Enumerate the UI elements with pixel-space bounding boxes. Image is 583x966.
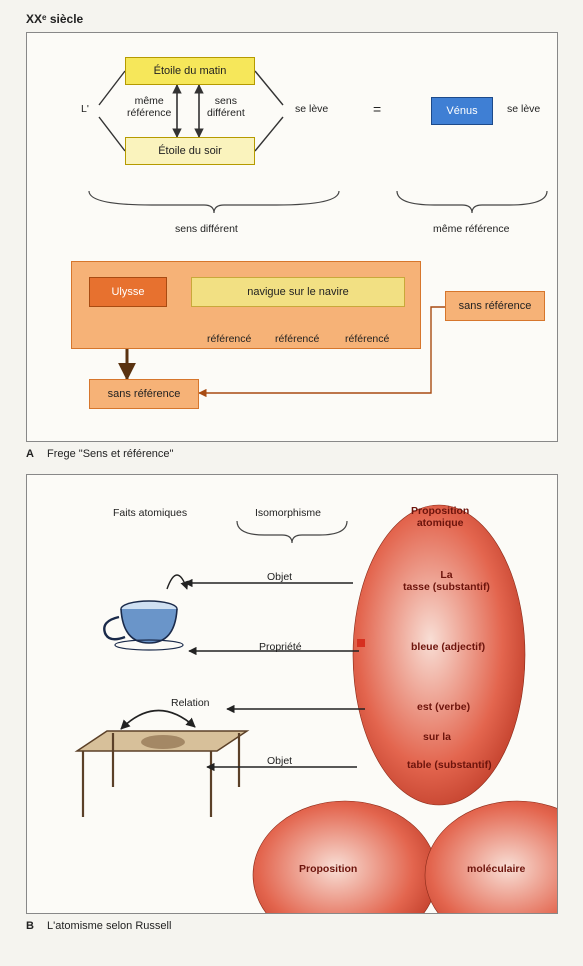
label-se_leve_1: se lève (295, 103, 328, 115)
label-est: est (verbe) (417, 701, 470, 713)
label-sens_diff_v: sens différent (207, 95, 245, 119)
label-propriete: Propriété (259, 641, 302, 653)
label-molec: moléculaire (467, 863, 525, 875)
label-meme_ref: même référence (127, 95, 171, 119)
label-objet1: Objet (267, 571, 292, 583)
label-ref1: référencé (207, 333, 251, 345)
label-objet2: Objet (267, 755, 292, 767)
chapter-header: XXᵉ siècle (26, 12, 565, 26)
label-l_apostrophe: L' (81, 103, 89, 115)
caption-a: A Frege "Sens et référence" (26, 448, 565, 460)
label-faits: Faits atomiques (113, 507, 187, 519)
label-relation: Relation (171, 697, 210, 709)
box-etoile_soir: Étoile du soir (125, 137, 255, 165)
box-venus: Vénus (431, 97, 493, 125)
label-equals: = (373, 101, 381, 117)
caption-b: B L'atomisme selon Russell (26, 920, 565, 932)
label-meme_ref_b: même référence (433, 223, 509, 235)
label-ref3: référencé (345, 333, 389, 345)
box-sans_ref_r: sans référence (445, 291, 545, 321)
label-bleue: bleue (adjectif) (411, 641, 485, 653)
label-la_tasse: La tasse (substantif) (403, 569, 490, 593)
box-sans_ref_b: sans référence (89, 379, 199, 409)
box-etoile_matin: Étoile du matin (125, 57, 255, 85)
box-navigue: navigue sur le navire (191, 277, 405, 307)
label-se_leve_2: se lève (507, 103, 540, 115)
caption-a-letter: A (26, 448, 34, 460)
label-sens_diff_b: sens différent (175, 223, 238, 235)
caption-a-text: Frege "Sens et référence" (47, 448, 173, 460)
caption-b-letter: B (26, 920, 34, 932)
panel-frege: Étoile du matin Étoile du soir Vénus Ulysse… (26, 32, 558, 442)
label-prop_atom: Proposition atomique (411, 505, 469, 529)
label-surla: sur la (423, 731, 451, 743)
label-ref2: référencé (275, 333, 319, 345)
label-table: table (substantif) (407, 759, 492, 771)
panel-russell: Faits atomiques Isomorphisme Proposition a… (26, 474, 558, 914)
box-ulysse: Ulysse (89, 277, 167, 307)
caption-b-text: L'atomisme selon Russell (47, 920, 171, 932)
label-prop: Proposition (299, 863, 357, 875)
label-iso: Isomorphisme (255, 507, 321, 519)
